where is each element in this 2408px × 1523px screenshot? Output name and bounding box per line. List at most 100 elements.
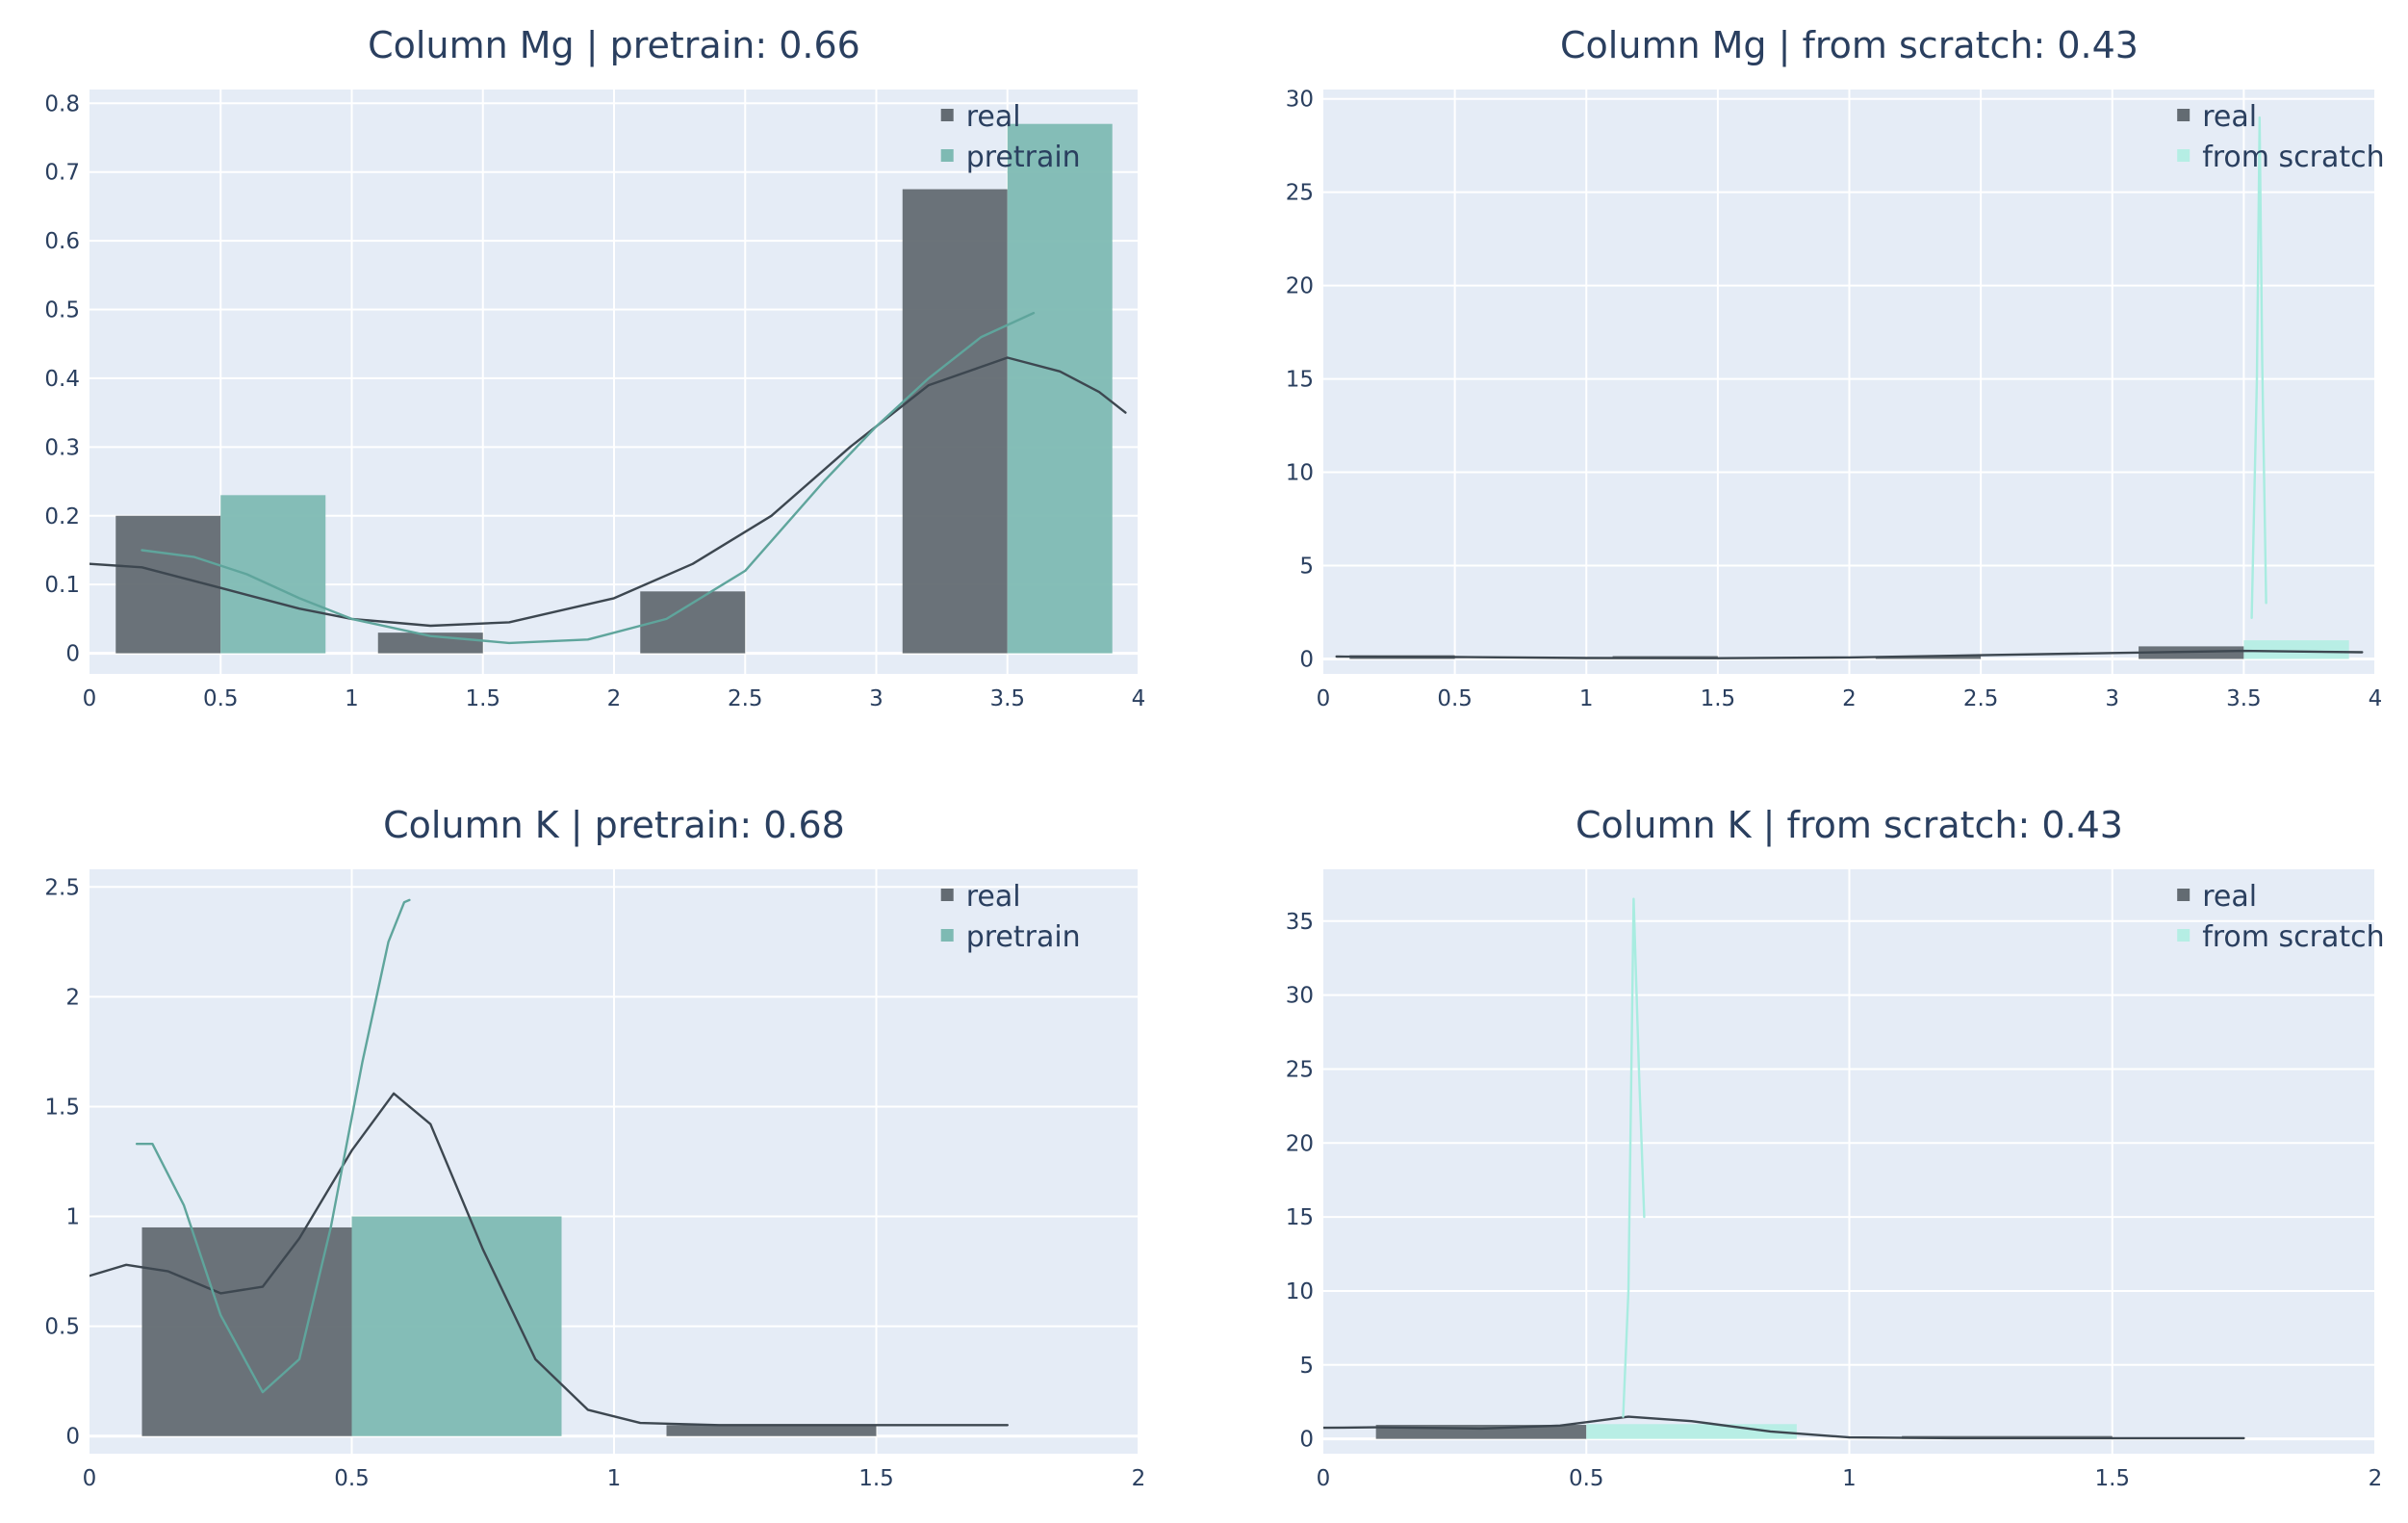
subplot-2: 0 5 10 15 20 25 30 0 0.5 1 1.5 2 2.5 3 3.5 4 Column Mg |… (1286, 24, 2385, 711)
chart-title: Column K | from scratch: 0.43 (1575, 804, 2123, 847)
legend-swatch-real (940, 109, 954, 121)
x-tick-label: 2 (1132, 1466, 1146, 1491)
x-tick-label: 1 (607, 1466, 622, 1491)
x-tick-label: 3.5 (989, 686, 1025, 711)
legend-label-from-scratch: from scratch (2202, 920, 2384, 954)
y-tick-label: 0 (1299, 1428, 1314, 1453)
y-tick-label: 10 (1286, 461, 1314, 486)
x-tick-label: 2 (607, 686, 622, 711)
legend-label-real: real (2202, 100, 2257, 134)
y-tick-label: 20 (1286, 274, 1314, 299)
legend-label-from-scratch: from scratch (2202, 141, 2384, 174)
y-tick-label: 0 (65, 1425, 80, 1450)
bar-pretrain (1007, 123, 1113, 654)
chart-title: Column Mg | from scratch: 0.43 (1560, 24, 2139, 67)
subplot-1: 0 0.1 0.2 0.3 0.4 0.5 0.6 0.7 0.8 0 0.5 1 1.5 2 2.5 3 3.… (44, 24, 1145, 711)
density-curve-real (1335, 649, 2364, 659)
x-tick-label: 3.5 (2226, 686, 2262, 711)
bar-pretrain (351, 1216, 562, 1436)
y-tick-label: 20 (1286, 1131, 1314, 1156)
chart-title: Column K | pretrain: 0.68 (383, 804, 845, 847)
y-tick-label: 0.8 (44, 91, 80, 116)
density-curve-real (90, 356, 1127, 628)
legend-label-real: real (966, 100, 1021, 134)
y-tick-label: 30 (1286, 88, 1314, 113)
legend-swatch-real (2177, 109, 2190, 121)
y-tick-label: 0 (65, 642, 80, 667)
y-tick-label: 35 (1286, 910, 1314, 935)
x-tick-label: 4 (2369, 686, 2383, 711)
x-tick-label: 1 (345, 686, 359, 711)
bar-real (902, 189, 1008, 654)
legend-swatch-from-scratch (2177, 929, 2190, 942)
y-tick-label: 25 (1286, 1057, 1314, 1082)
legend-swatch-from-scratch (2177, 149, 2190, 162)
legend-label-pretrain: pretrain (966, 920, 1081, 954)
subplot-4: 0 5 10 15 20 25 30 35 0 0.5 1 1.5 2 Column K | from s… (1286, 804, 2385, 1491)
bars-group (141, 1216, 877, 1436)
legend-swatch-real (940, 889, 954, 901)
x-tick-label: 1.5 (2094, 1466, 2130, 1491)
curves-group (90, 311, 1127, 645)
x-tick-label: 1.5 (858, 1466, 894, 1491)
y-tick-label: 15 (1286, 368, 1314, 393)
subplot-3: 0 0.5 1 1.5 2 2.5 0 0.5 1 1.5 2 Column K | pretrain… (44, 804, 1145, 1491)
y-tick-label: 15 (1286, 1205, 1314, 1230)
x-tick-label: 3 (869, 686, 884, 711)
bars-group (115, 123, 1113, 654)
x-tick-label: 0 (83, 686, 97, 711)
legend-swatch-real (2177, 889, 2190, 901)
legend-swatch-pretrain (940, 149, 954, 162)
x-tick-label: 0.5 (203, 686, 239, 711)
density-curve-real (90, 1092, 1010, 1427)
legend-label-real: real (2202, 880, 2257, 914)
density-curve-from-scratch (1622, 897, 1646, 1418)
y-tick-label: 0.4 (44, 367, 80, 392)
y-tick-label: 0.6 (44, 229, 80, 254)
y-tick-label: 0.1 (44, 573, 80, 598)
x-tick-label: 2.5 (728, 686, 763, 711)
x-tick-label: 0 (83, 1466, 97, 1491)
y-tick-label: 0.5 (44, 298, 80, 323)
density-curve-pretrain (141, 311, 1036, 645)
x-tick-label: 0.5 (1569, 1466, 1604, 1491)
x-tick-label: 0 (1317, 1466, 1331, 1491)
y-tick-label: 0.7 (44, 161, 80, 186)
x-tick-label: 1.5 (465, 686, 500, 711)
bar-from-scratch (2243, 640, 2349, 659)
y-tick-label: 1.5 (44, 1095, 80, 1120)
curves-group (1335, 116, 2364, 659)
y-tick-label: 5 (1299, 1354, 1314, 1379)
density-curve-from-scratch (2250, 116, 2267, 619)
x-tick-label: 4 (1132, 686, 1146, 711)
x-tick-label: 2.5 (1963, 686, 1999, 711)
density-curve-real (1323, 1415, 2245, 1440)
bar-pretrain (220, 495, 326, 654)
y-tick-label: 0.2 (44, 504, 80, 529)
x-tick-label: 0.5 (1437, 686, 1473, 711)
y-tick-label: 25 (1286, 181, 1314, 206)
y-tick-label: 30 (1286, 984, 1314, 1009)
x-tick-label: 1 (1842, 1466, 1857, 1491)
legend-swatch-pretrain (940, 929, 954, 942)
x-tick-label: 0 (1317, 686, 1331, 711)
chart-title: Column Mg | pretrain: 0.66 (368, 24, 860, 67)
curves-group (1323, 897, 2245, 1440)
y-tick-label: 0 (1299, 647, 1314, 672)
y-tick-label: 0.3 (44, 435, 80, 460)
y-tick-label: 5 (1299, 555, 1314, 580)
x-tick-label: 3 (2105, 686, 2119, 711)
x-tick-label: 2 (2369, 1466, 2383, 1491)
x-tick-label: 1 (1579, 686, 1594, 711)
x-tick-label: 2 (1842, 686, 1857, 711)
y-tick-label: 2.5 (44, 875, 80, 900)
y-tick-label: 2 (65, 985, 80, 1010)
y-tick-label: 0.5 (44, 1315, 80, 1340)
y-tick-label: 1 (65, 1205, 80, 1230)
x-tick-label: 1.5 (1701, 686, 1736, 711)
bar-real (666, 1425, 877, 1436)
x-tick-label: 0.5 (334, 1466, 370, 1491)
y-tick-label: 10 (1286, 1279, 1314, 1304)
density-curve-pretrain (135, 898, 411, 1394)
